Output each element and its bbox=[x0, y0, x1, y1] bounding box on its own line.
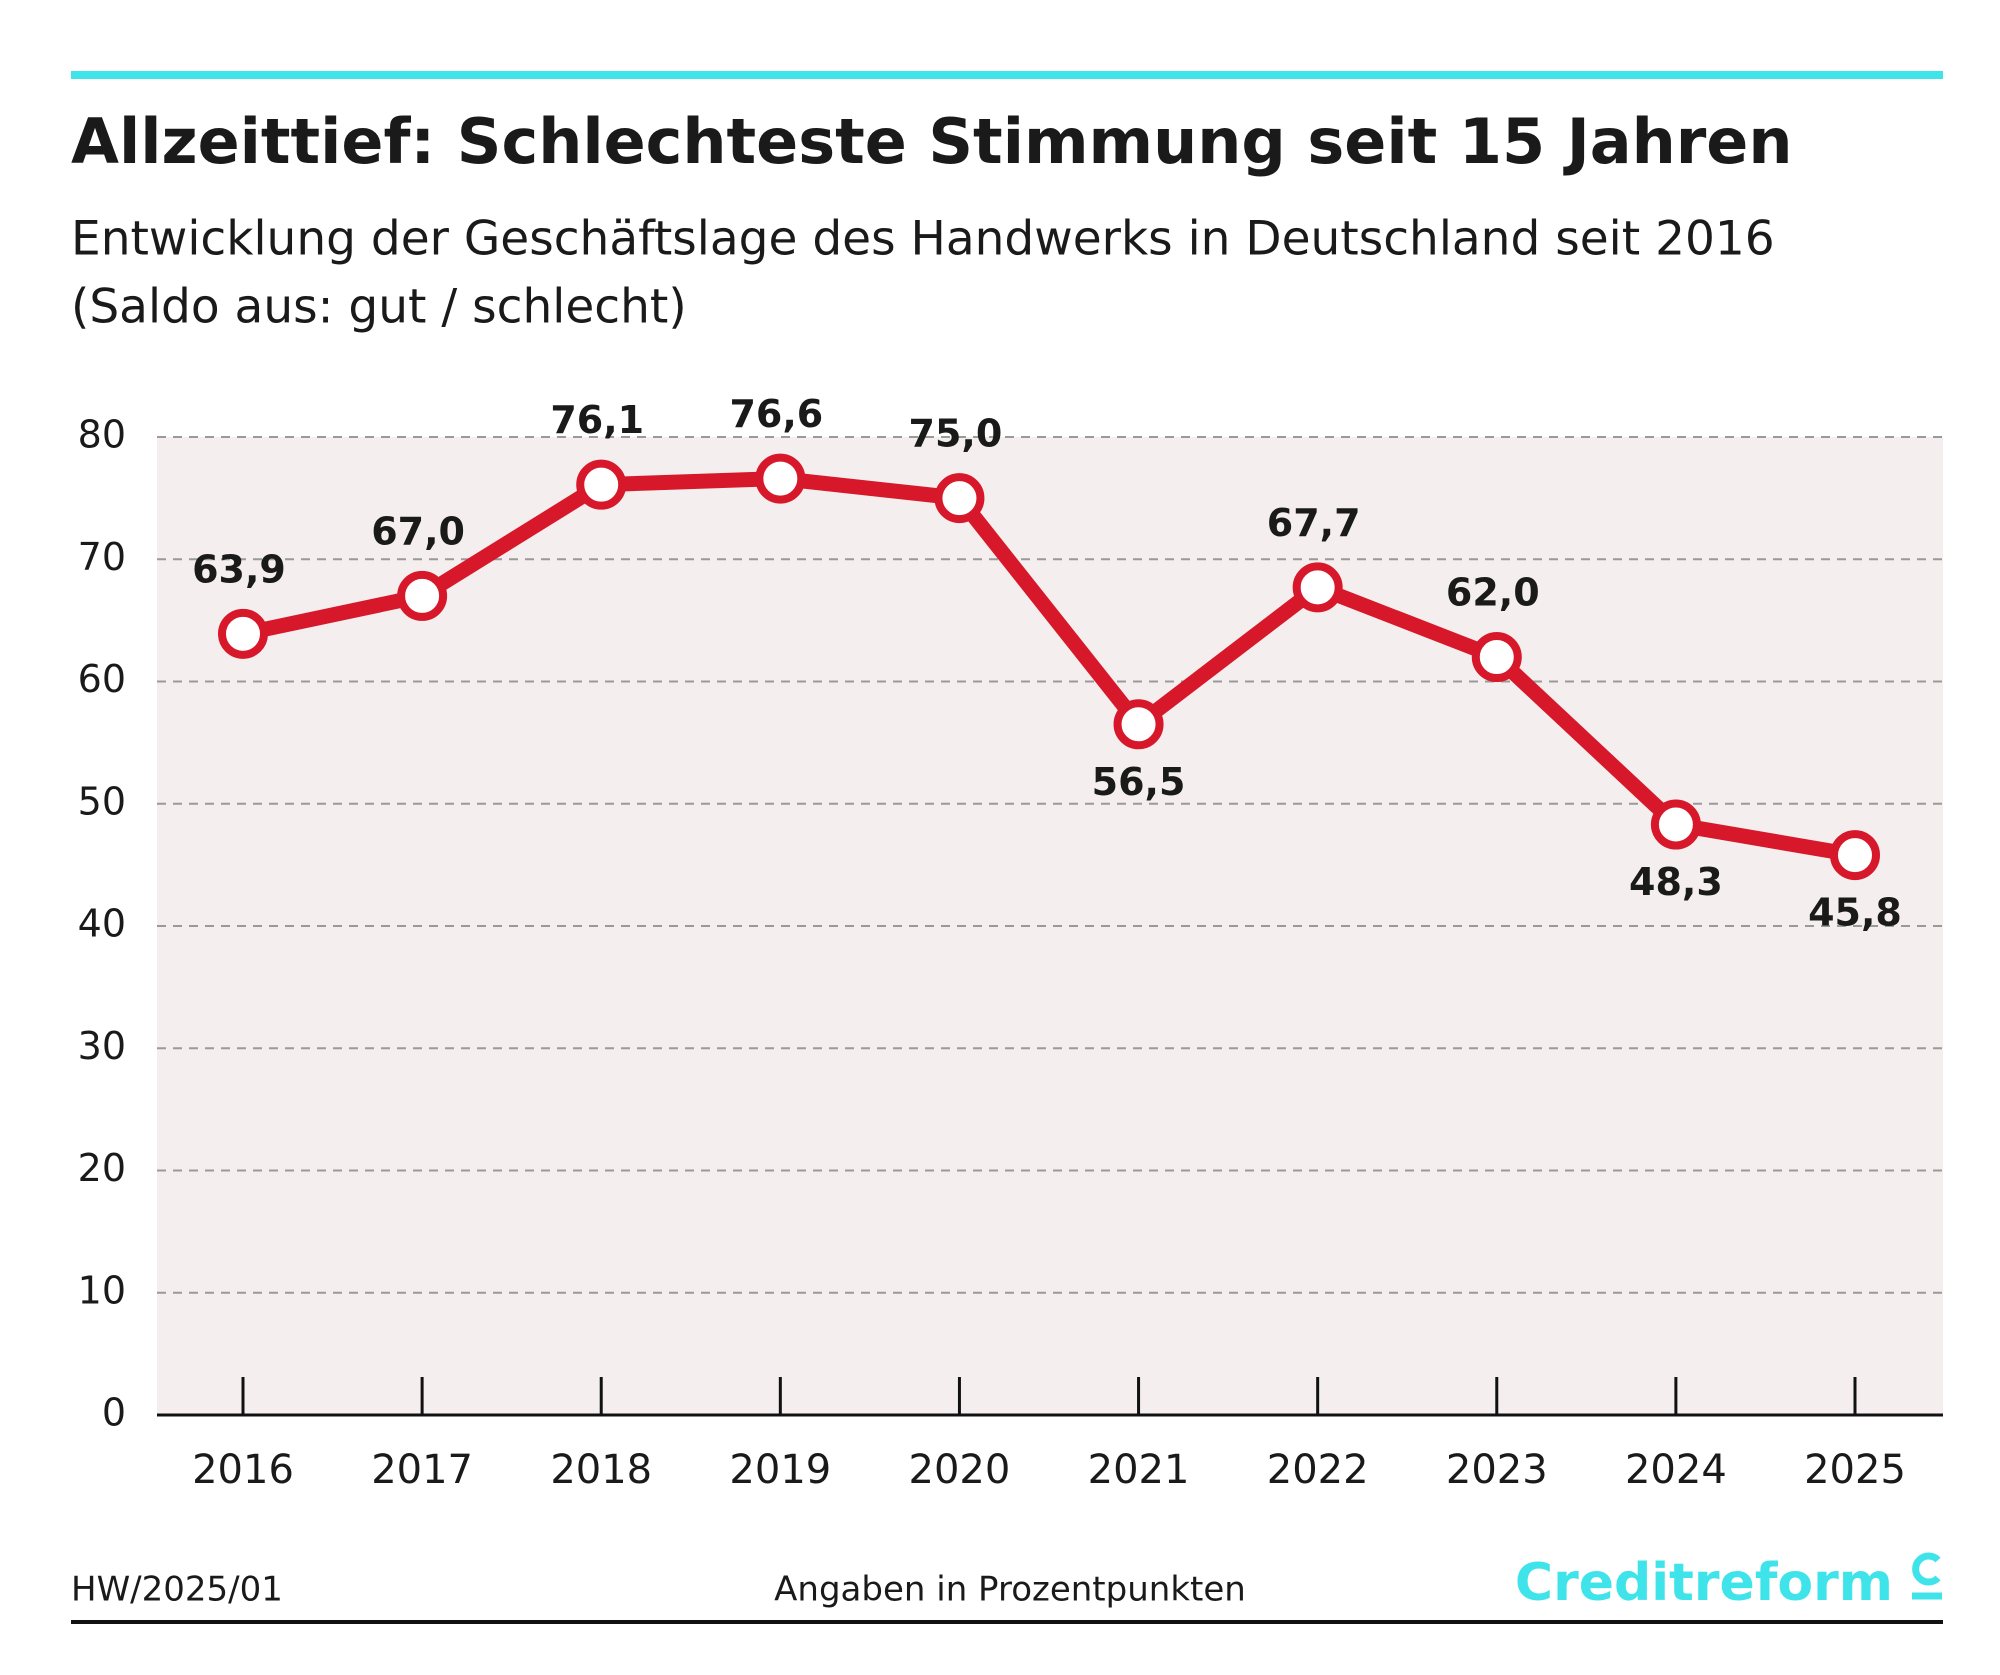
x-tick-label: 2019 bbox=[729, 1447, 831, 1493]
x-tick-label: 2022 bbox=[1267, 1447, 1369, 1493]
data-point bbox=[1292, 562, 1343, 613]
y-tick-label: 60 bbox=[78, 657, 126, 701]
x-tick-label: 2025 bbox=[1804, 1447, 1906, 1493]
x-tick-label: 2018 bbox=[550, 1447, 652, 1493]
value-label: 67,7 bbox=[1267, 501, 1361, 545]
y-tick-label: 50 bbox=[78, 779, 126, 823]
data-point bbox=[576, 459, 627, 510]
data-point bbox=[1113, 699, 1164, 750]
x-tick-label: 2020 bbox=[909, 1447, 1011, 1493]
data-point bbox=[397, 570, 448, 621]
value-label: 62,0 bbox=[1446, 571, 1540, 615]
brand-icon bbox=[1912, 1552, 1942, 1600]
data-point bbox=[755, 453, 806, 504]
brand-logo: Creditreform bbox=[1515, 1553, 1893, 1613]
y-tick-label: 70 bbox=[78, 535, 126, 579]
y-tick-label: 20 bbox=[78, 1146, 126, 1190]
note: Angaben in Prozentpunkten bbox=[774, 1570, 1246, 1610]
value-label: 45,8 bbox=[1808, 891, 1902, 935]
value-label: 75,0 bbox=[909, 412, 1003, 456]
x-tick-label: 2017 bbox=[371, 1447, 473, 1493]
chart-title: Allzeittief: Schlechteste Stimmung seit … bbox=[71, 105, 1793, 178]
plot: 0 10 20 30 40 50 60 70 80 2016 2017 2018 2019 2020 202… bbox=[78, 392, 1943, 1493]
data-point bbox=[218, 608, 268, 659]
y-tick-label: 0 bbox=[102, 1391, 126, 1435]
value-label: 67,0 bbox=[371, 509, 465, 553]
x-tick-label: 2021 bbox=[1088, 1447, 1190, 1493]
data-point bbox=[1650, 799, 1701, 850]
source: HW/2025/01 bbox=[71, 1570, 283, 1610]
subtitle: (Saldo aus: gut / schlecht) bbox=[71, 280, 687, 335]
y-tick-label: 80 bbox=[78, 413, 126, 457]
y-tick-label: 40 bbox=[78, 902, 126, 946]
value-label: 56,5 bbox=[1092, 760, 1186, 804]
data-point bbox=[1830, 830, 1880, 881]
value-label: 63,9 bbox=[192, 547, 286, 591]
x-tick-label: 2016 bbox=[192, 1447, 294, 1493]
top-rule bbox=[71, 71, 1943, 79]
value-label: 76,1 bbox=[550, 398, 644, 442]
x-tick-label: 2024 bbox=[1625, 1447, 1727, 1493]
subtitle: Entwicklung der Geschäftslage des Handwe… bbox=[71, 212, 1775, 267]
x-tick-label: 2023 bbox=[1446, 1447, 1548, 1493]
y-tick-label: 30 bbox=[78, 1024, 126, 1068]
y-tick-label: 10 bbox=[78, 1268, 126, 1312]
data-point bbox=[934, 473, 985, 524]
bottom-rule bbox=[71, 1620, 1943, 1624]
value-label: 76,6 bbox=[729, 392, 823, 436]
data-point bbox=[1471, 632, 1522, 683]
data-line bbox=[241, 471, 1857, 863]
value-label: 48,3 bbox=[1629, 860, 1723, 904]
